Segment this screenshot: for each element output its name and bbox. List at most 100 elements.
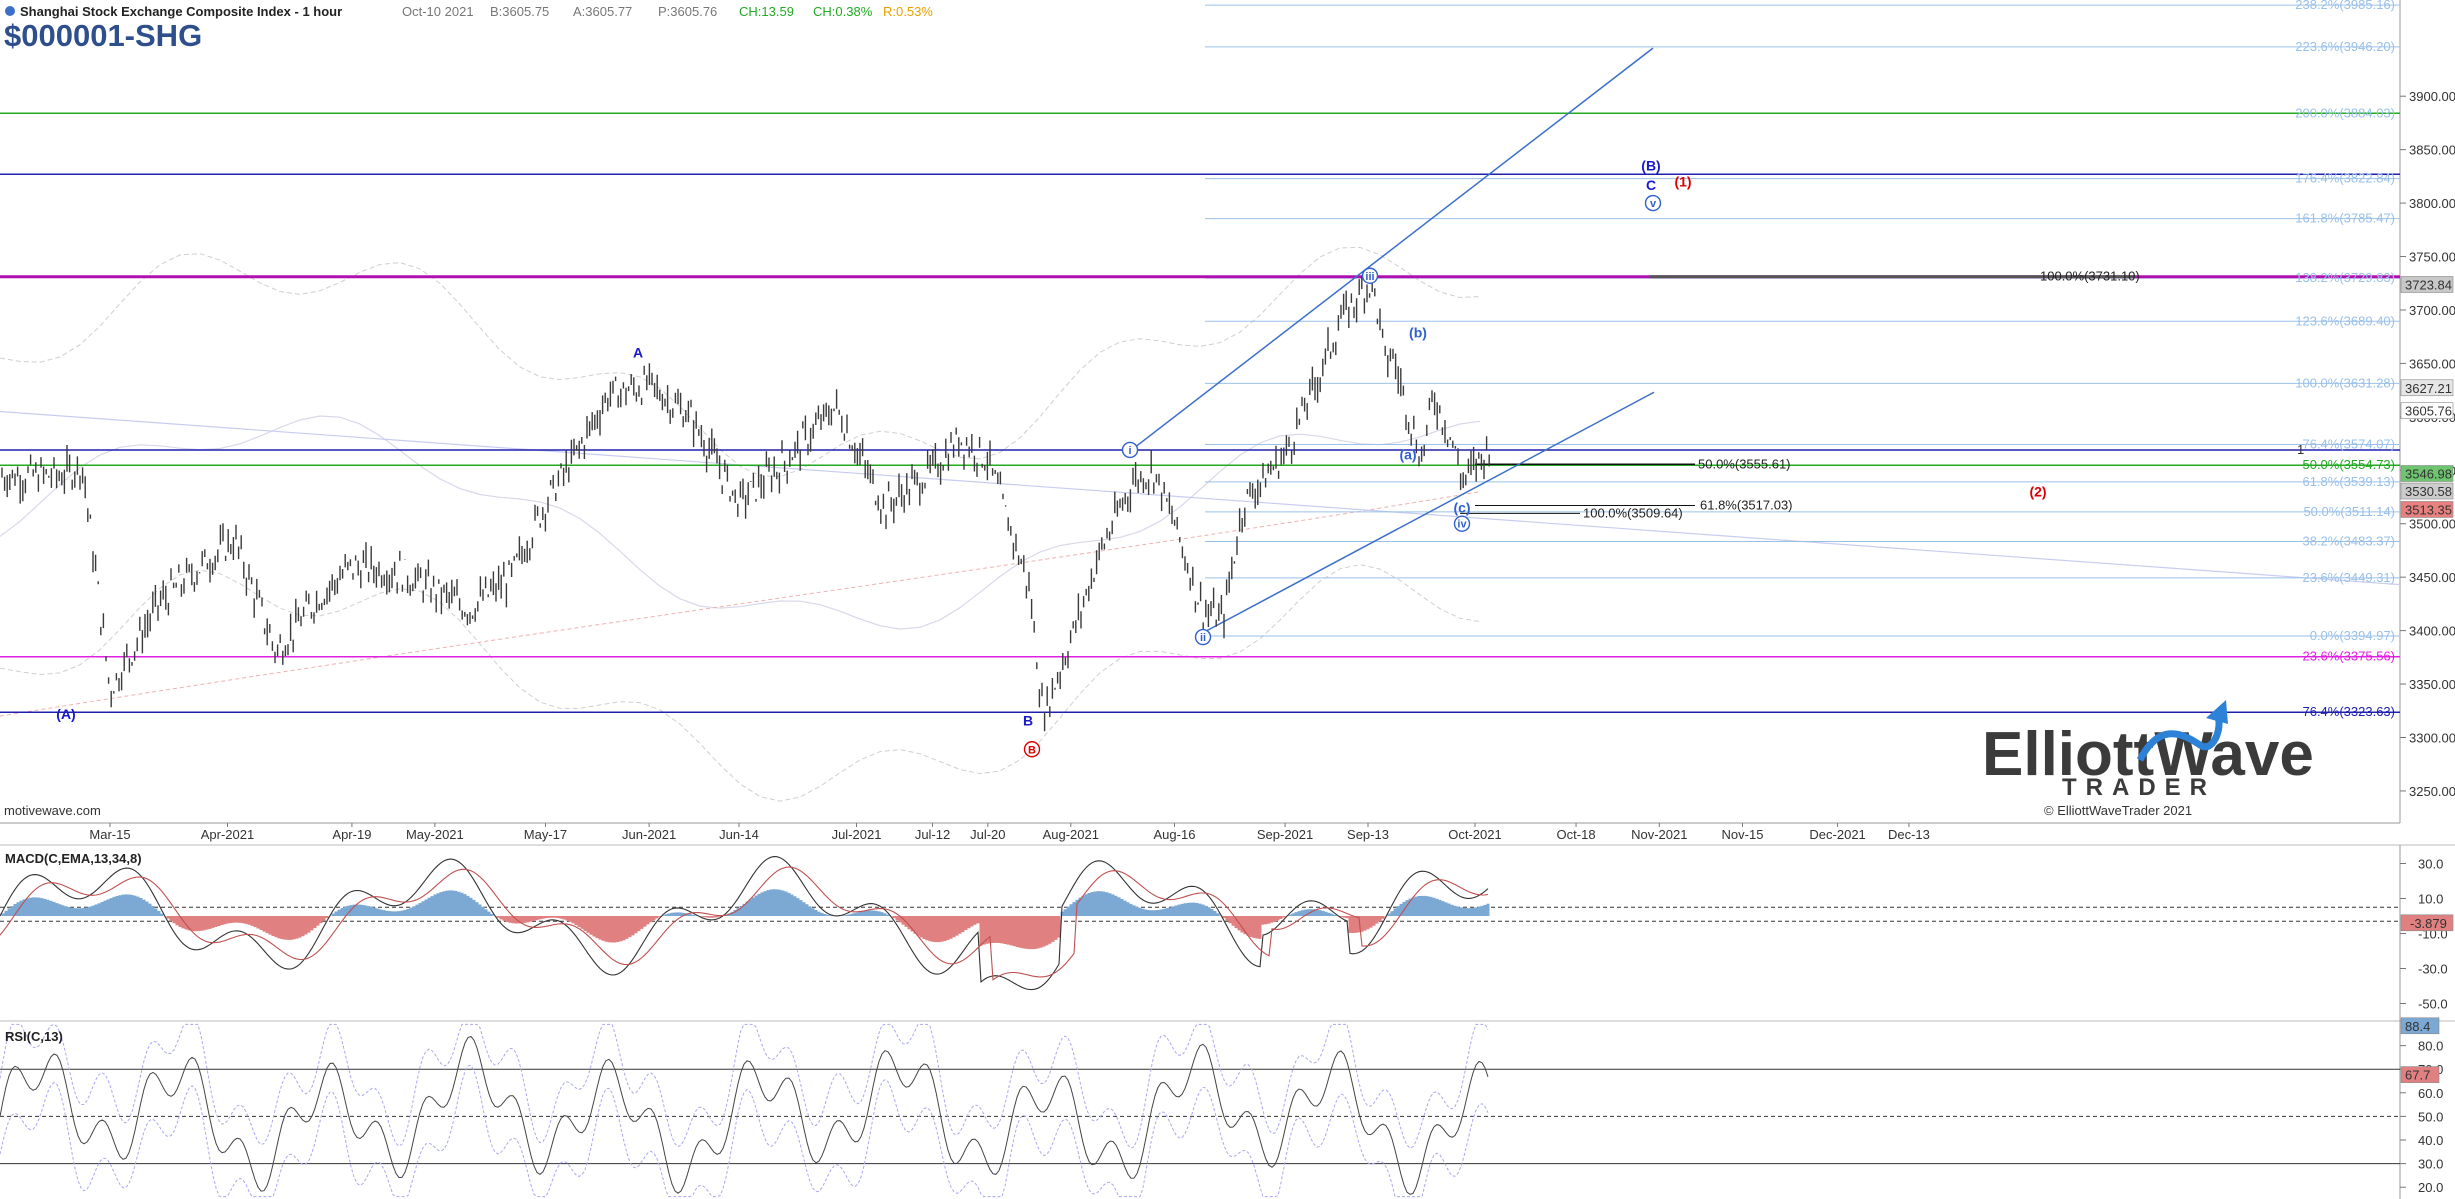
fib-label: 23.6%(3375.56) <box>2302 649 2395 664</box>
date-tick-label: Apr-2021 <box>201 827 254 842</box>
wave-circle-icon <box>1644 194 1662 212</box>
price-tag-label: 3530.58 <box>2405 484 2452 499</box>
date-tick-label: Jul-12 <box>915 827 950 842</box>
date-tick-label: Nov-15 <box>1722 827 1764 842</box>
macd-slow-line <box>0 866 1489 981</box>
fib-label: 38.2%(3483.37) <box>2302 534 2395 549</box>
fib-label: 0.0%(3394.97) <box>2310 628 2395 643</box>
watermark: motivewave.com <box>4 803 101 818</box>
logo-text: ElliottWave <box>1982 720 2314 789</box>
quote-bid: B:3605.75 <box>490 4 549 19</box>
quote-date: Oct-10 2021 <box>402 4 474 19</box>
fibonacci-labels: 238.2%(3985.16) 223.6%(3946.20) 200.0%(388… <box>2295 0 2395 719</box>
wave-circle-icon <box>1121 441 1139 459</box>
wave-label: (c) <box>1453 500 1470 516</box>
price-tag-label: 3723.84 <box>2405 277 2452 292</box>
wave-circle-icon <box>1023 741 1041 758</box>
symbol-label: $000001-SHG <box>4 18 202 53</box>
date-axis: Mar-15 Apr-2021 Apr-19 May-2021 May-17 Jun-20… <box>89 823 1930 842</box>
mid-band <box>0 415 1481 630</box>
retracement-labels: 100.0%(3731.10) 50.0%(3555.61) 61.8%(3517.… <box>1583 269 2140 521</box>
chart-title: Shanghai Stock Exchange Composite Index … <box>20 4 342 19</box>
date-tick-label: Dec-13 <box>1888 827 1930 842</box>
date-tick-label: Apr-19 <box>332 827 371 842</box>
fib-label: 23.6%(3449.31) <box>2302 570 2395 585</box>
horizontal-lines <box>0 112 2400 514</box>
channel-upper <box>1129 47 1654 452</box>
macd-tag <box>2400 914 2454 932</box>
date-tick-label: Dec-2021 <box>1809 827 1865 842</box>
wave-circle-label: i <box>1128 445 1131 457</box>
price-tag <box>2400 501 2454 518</box>
fib-label: 138.2%(3729.83) <box>2295 270 2395 285</box>
rsi-tick-label: 50.0 <box>2418 1109 2443 1124</box>
rsi-tag-label: 88.4 <box>2405 1019 2430 1034</box>
macd-tick-label: 30.0 <box>2418 857 2443 872</box>
price-tick-label: 3500.00 <box>2409 517 2455 532</box>
price-tag-label: 3513.35 <box>2405 502 2452 517</box>
retracement-label: 100.0%(3731.10) <box>2040 269 2140 284</box>
rsi-line <box>0 1035 1489 1195</box>
wave-label: (a) <box>1399 446 1416 462</box>
price-tag <box>2400 482 2454 500</box>
wave-circle-label: iii <box>1365 271 1374 283</box>
elliottwave-trader-logo: ElliottWave TRADER © ElliottWaveTrader 2… <box>1982 700 2314 818</box>
price-tag <box>2400 379 2454 397</box>
rsi-tag-label: 67.7 <box>2405 1068 2430 1083</box>
macd-panel: 30.010.0-10.0-30.0-50.0-3.879 <box>0 856 2454 1012</box>
retracement-label: 61.8%(3517.03) <box>1700 498 1793 513</box>
price-tick-label: 3250.00 <box>2409 784 2455 799</box>
date-tick-label: May-17 <box>524 827 567 842</box>
wave-label: A <box>633 345 643 361</box>
price-tag <box>2400 402 2454 419</box>
price-axis: 3900.00 3850.00 3800.00 3750.00 3700.00 3650.… <box>2400 89 2455 799</box>
date-tick-label: Oct-18 <box>1557 827 1596 842</box>
wave-circle-label: iv <box>1457 519 1467 531</box>
macd-tag-label: -3.879 <box>2410 916 2447 931</box>
wave-circle-icon <box>1453 515 1471 532</box>
price-tick-label: 3800.00 <box>2409 196 2455 211</box>
date-tick-label: Sep-2021 <box>1257 827 1313 842</box>
date-tick-label: Oct-2021 <box>1448 827 1501 842</box>
fib-label: 238.2%(3985.16) <box>2295 0 2395 12</box>
price-tag-label: 3627.21 <box>2405 381 2452 396</box>
macd-title: MACD(C,EMA,13,34,8) <box>5 851 142 866</box>
quote-change-pct: CH:0.38% <box>813 4 873 19</box>
date-tick-label: Jun-2021 <box>622 827 676 842</box>
price-tick-label: 3450.00 <box>2409 570 2455 585</box>
wave-circle-icon <box>1194 628 1212 646</box>
price-tag-label: 3546.98 <box>2405 467 2452 482</box>
symbol-dot-icon <box>5 6 15 16</box>
level-one-marker: 1 <box>2297 442 2304 457</box>
logo-sub: TRADER <box>2062 774 2216 801</box>
date-tick-label: May-2021 <box>406 827 464 842</box>
rsi-tick-label: 20.0 <box>2418 1180 2443 1195</box>
date-tick-label: Aug-16 <box>1154 827 1196 842</box>
price-tick-label: 3300.00 <box>2409 730 2455 745</box>
fib-label: 100.0%(3631.28) <box>2295 375 2395 390</box>
price-tick-label: 3900.00 <box>2409 89 2455 104</box>
rsi-tag <box>2400 1066 2440 1083</box>
fib-label: 176.4%(3822.84) <box>2295 171 2395 186</box>
logo-copyright: © ElliottWaveTrader 2021 <box>2044 803 2192 818</box>
wave-label: C <box>1646 177 1656 193</box>
price-tag-label: 3605.76 <box>2405 404 2452 419</box>
quote-change: CH:13.59 <box>739 4 794 19</box>
wave-circle-label: v <box>1650 198 1657 210</box>
wave-label: B <box>1023 712 1033 728</box>
wave-label: (1) <box>1674 174 1691 190</box>
price-tick-label: 3750.00 <box>2409 250 2455 265</box>
logo-wave-icon <box>2136 709 2223 762</box>
date-tick-label: Jul-2021 <box>832 827 882 842</box>
rsi-tag <box>2400 1017 2440 1035</box>
rsi-tick-label: 30.0 <box>2418 1157 2443 1172</box>
date-tick-label: Sep-13 <box>1347 827 1389 842</box>
upper-band <box>0 246 1481 478</box>
wave-label: (A) <box>56 706 75 722</box>
wave-label: (b) <box>1409 324 1427 340</box>
rsi-lower-band <box>0 1065 1489 1198</box>
fib-label: 223.6%(3946.20) <box>2295 39 2395 54</box>
price-tick-label: 3400.00 <box>2409 624 2455 639</box>
channel-lower <box>1202 391 1655 634</box>
